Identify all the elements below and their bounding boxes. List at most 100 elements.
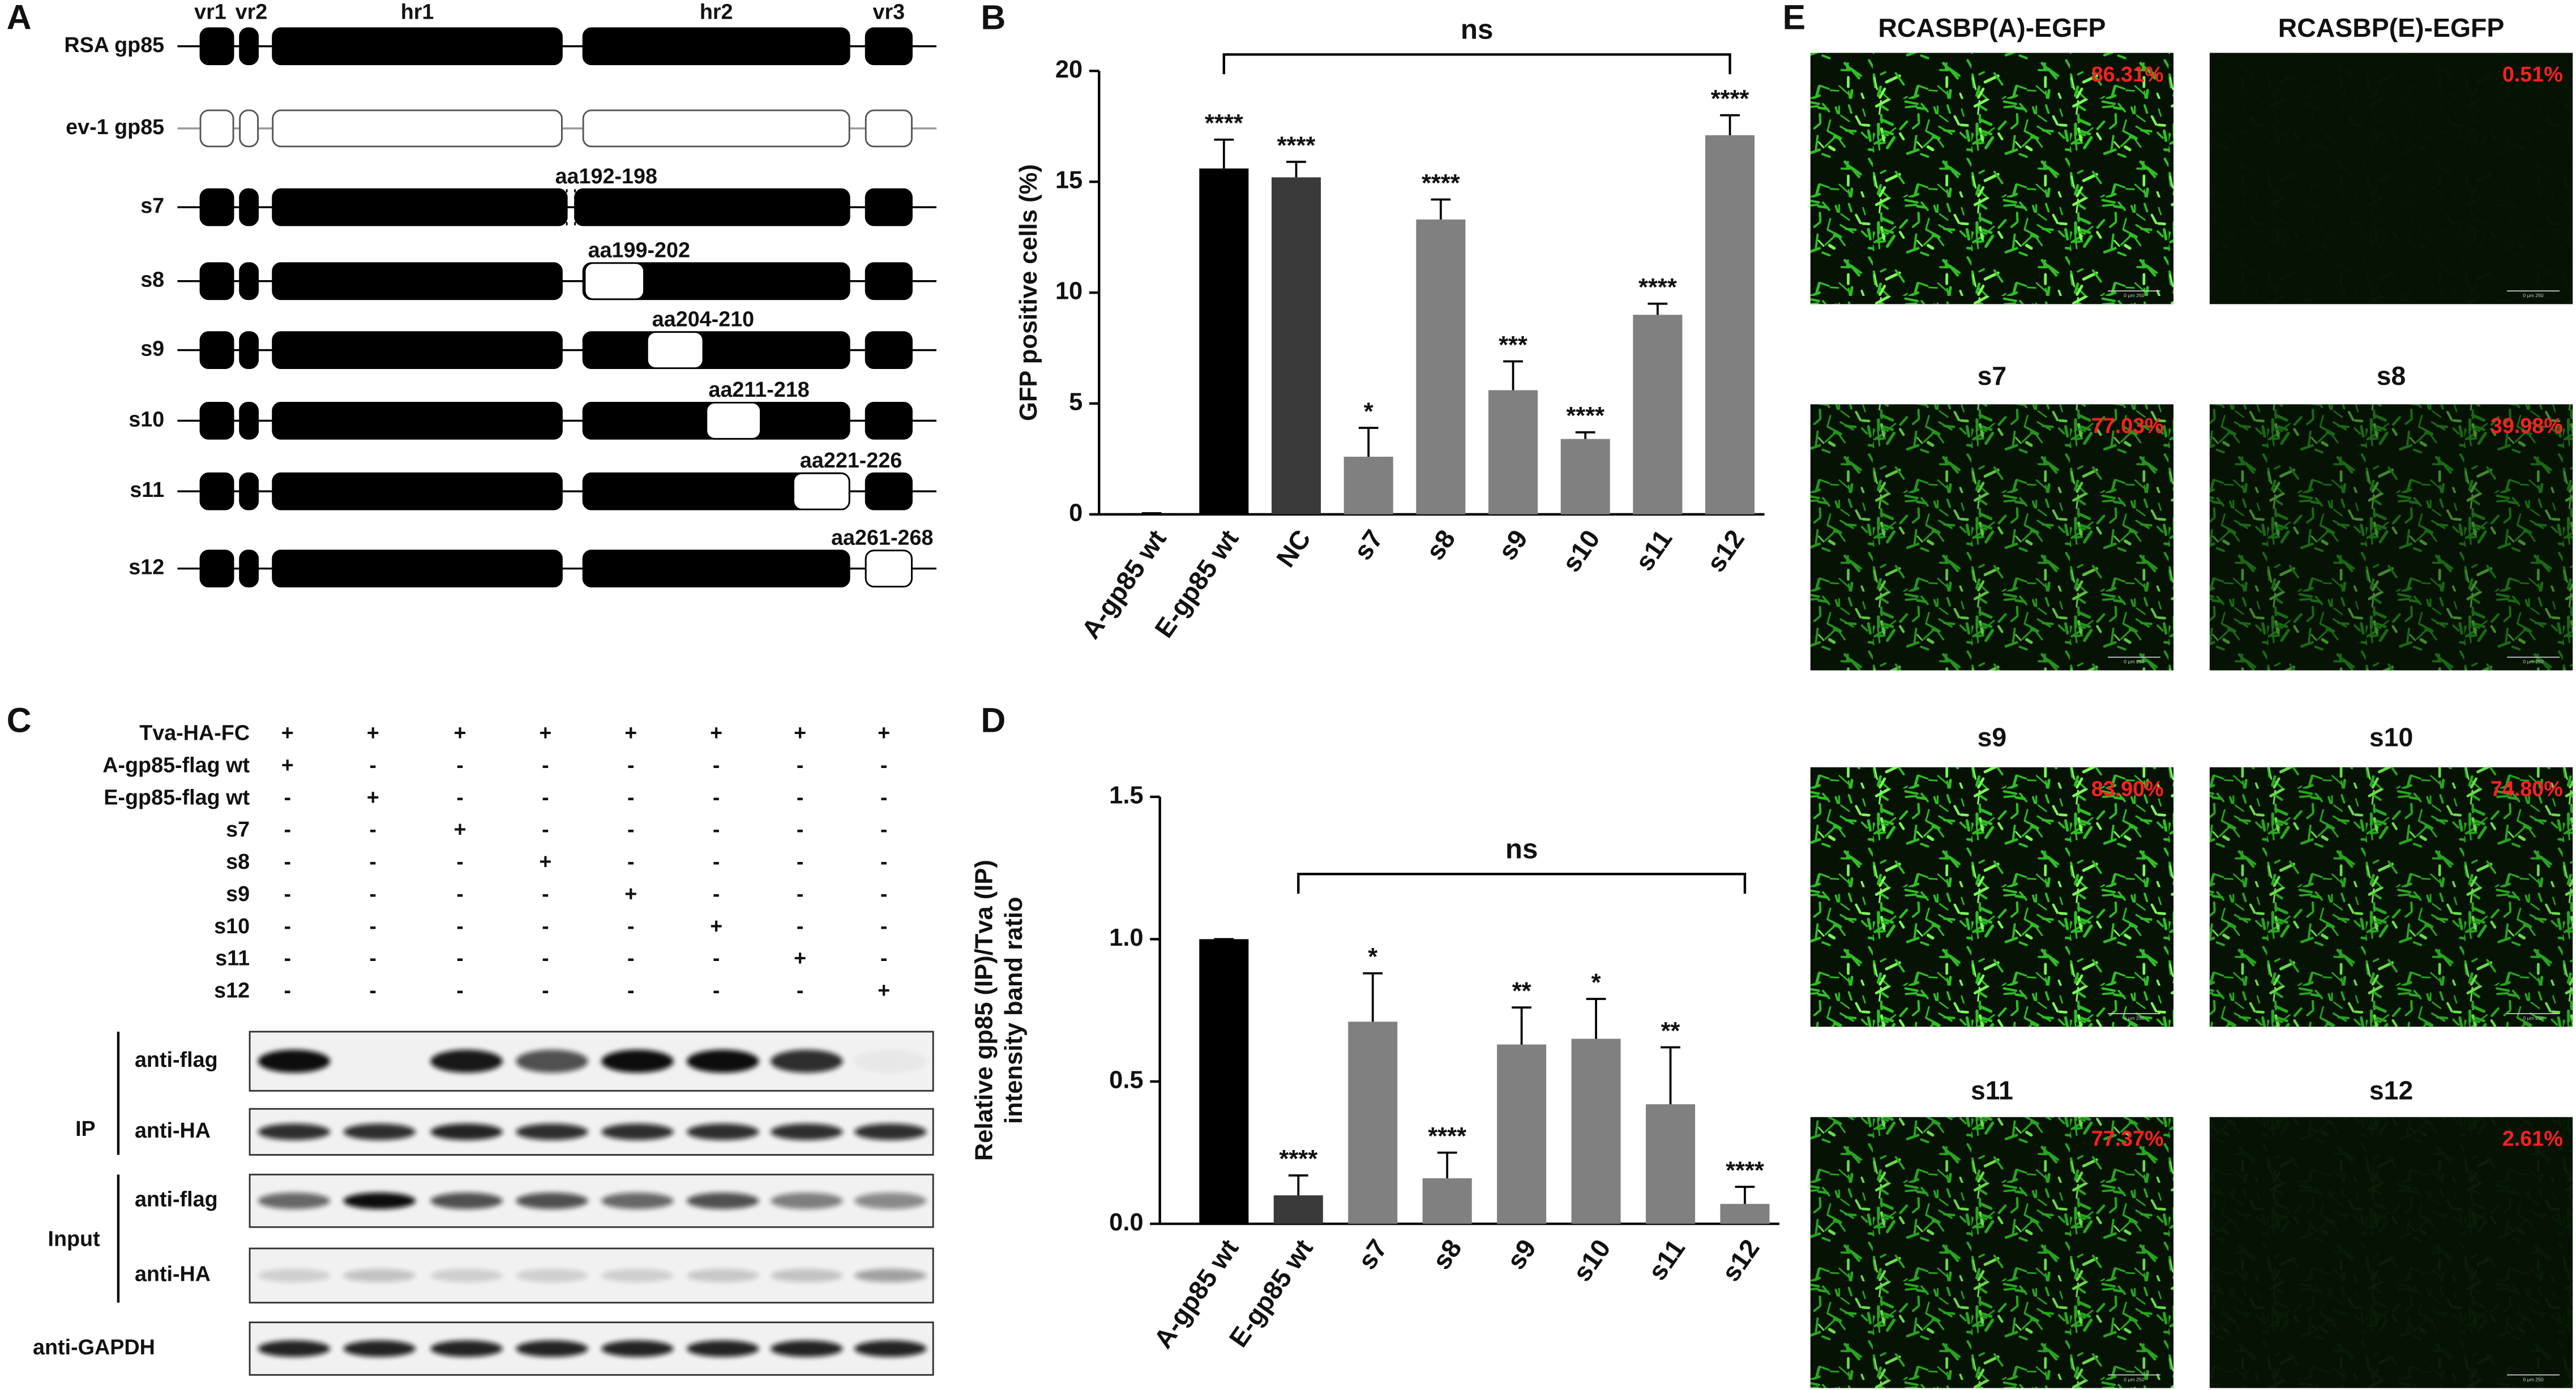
sign: - bbox=[627, 979, 635, 1002]
sign: - bbox=[880, 785, 888, 809]
row-label: s11 bbox=[130, 478, 164, 501]
sign: + bbox=[710, 721, 722, 745]
error-bar bbox=[1431, 198, 1451, 220]
sign: - bbox=[369, 817, 376, 841]
significance: * bbox=[1368, 943, 1377, 971]
row-label: s7 bbox=[140, 194, 164, 217]
band bbox=[430, 1340, 503, 1357]
band bbox=[258, 1049, 331, 1073]
bar bbox=[1488, 390, 1538, 514]
image-title: s12 bbox=[2369, 1075, 2413, 1105]
sign: - bbox=[713, 979, 720, 1002]
domain bbox=[199, 27, 234, 66]
domain bbox=[239, 109, 259, 148]
percent: 74.80% bbox=[2491, 776, 2563, 800]
bar bbox=[1273, 1195, 1323, 1224]
band bbox=[854, 1192, 927, 1209]
significance: * bbox=[1364, 398, 1373, 425]
domain bbox=[582, 331, 850, 369]
domain bbox=[239, 550, 259, 587]
y-tick-label: 1.5 bbox=[1109, 782, 1144, 809]
sign: - bbox=[456, 946, 464, 970]
percent: 2.61% bbox=[2502, 1126, 2563, 1150]
domain bbox=[272, 472, 563, 510]
band bbox=[770, 1192, 843, 1209]
image-title: s11 bbox=[1971, 1075, 2013, 1105]
domain bbox=[272, 27, 563, 66]
domain bbox=[865, 472, 913, 510]
band bbox=[686, 1340, 759, 1357]
error-bar bbox=[1503, 360, 1523, 391]
swap-region bbox=[705, 402, 761, 440]
domain bbox=[574, 188, 850, 226]
domain bbox=[239, 331, 259, 369]
band bbox=[601, 1192, 674, 1209]
x-tick-label: s7 bbox=[1352, 1234, 1393, 1275]
y-axis-label: GFP positive cells (%) bbox=[1015, 164, 1042, 421]
significance: * bbox=[1591, 969, 1601, 996]
domain bbox=[865, 331, 913, 369]
blot-label: anti-flag bbox=[135, 1048, 218, 1071]
significance: **** bbox=[1428, 1123, 1466, 1150]
domain-label: hr1 bbox=[401, 0, 434, 24]
band bbox=[258, 1123, 331, 1140]
panel-label: C bbox=[7, 701, 32, 739]
row-label: ev-1 gp85 bbox=[66, 115, 164, 139]
band bbox=[430, 1269, 503, 1282]
x-tick-label: s10 bbox=[1567, 1234, 1616, 1286]
domain bbox=[865, 402, 913, 440]
scale-label: 0 μm 250 bbox=[2523, 659, 2544, 664]
domain bbox=[199, 331, 234, 369]
x-tick-label: s9 bbox=[1492, 525, 1533, 565]
row-label: s9 bbox=[140, 337, 164, 361]
micrograph-cells bbox=[1810, 767, 2174, 1027]
sign: - bbox=[284, 946, 292, 970]
bar bbox=[1646, 1104, 1696, 1224]
condition-label: Tva-HA-FC bbox=[139, 721, 250, 745]
bar bbox=[1497, 1044, 1547, 1224]
micrograph-cells bbox=[1810, 404, 2174, 671]
sign: + bbox=[539, 721, 551, 745]
image-title: s8 bbox=[2377, 361, 2406, 391]
sign: - bbox=[284, 914, 292, 938]
bar bbox=[1633, 315, 1683, 514]
band bbox=[258, 1269, 331, 1282]
micrograph-cells bbox=[1810, 53, 2174, 304]
band bbox=[258, 1340, 331, 1357]
sign: - bbox=[542, 979, 549, 1002]
x-tick-label: NC bbox=[1270, 525, 1316, 573]
y-tick-label: 1.0 bbox=[1109, 924, 1144, 951]
sign: - bbox=[284, 817, 292, 841]
condition-label: E-gp85-flag wt bbox=[104, 785, 250, 809]
domain bbox=[199, 109, 234, 148]
sign: - bbox=[369, 850, 376, 873]
sign: + bbox=[710, 914, 722, 938]
sign: + bbox=[453, 721, 466, 745]
error-bar bbox=[1358, 427, 1379, 457]
image-title: s10 bbox=[2369, 723, 2413, 752]
sign: + bbox=[367, 785, 379, 809]
domain-label: vr3 bbox=[873, 0, 905, 24]
y-tick-label: 0 bbox=[1069, 499, 1082, 526]
percent: 0.51% bbox=[2502, 62, 2563, 86]
bar bbox=[1348, 1022, 1398, 1224]
y-tick-label: 10 bbox=[1055, 278, 1082, 305]
sign: - bbox=[456, 882, 464, 906]
significance: **** bbox=[1205, 110, 1243, 137]
condition-label: A-gp85-flag wt bbox=[102, 753, 250, 776]
condition-label: s8 bbox=[226, 850, 250, 873]
image-title: RCASBP(A)-EGFP bbox=[1878, 13, 2106, 42]
domain bbox=[582, 262, 850, 301]
row-label: s8 bbox=[140, 268, 164, 291]
condition-label: s7 bbox=[226, 817, 250, 841]
blot-label: anti-flag bbox=[135, 1187, 218, 1211]
blot-label: anti-GAPDH bbox=[33, 1335, 155, 1359]
sign: - bbox=[797, 785, 804, 809]
significance: **** bbox=[1726, 1157, 1764, 1184]
x-tick-label: s11 bbox=[1642, 1234, 1691, 1285]
sign: - bbox=[542, 914, 549, 938]
band bbox=[770, 1340, 843, 1357]
domain bbox=[272, 331, 563, 369]
significance: ** bbox=[1661, 1018, 1680, 1045]
error-bar bbox=[1437, 1151, 1457, 1178]
